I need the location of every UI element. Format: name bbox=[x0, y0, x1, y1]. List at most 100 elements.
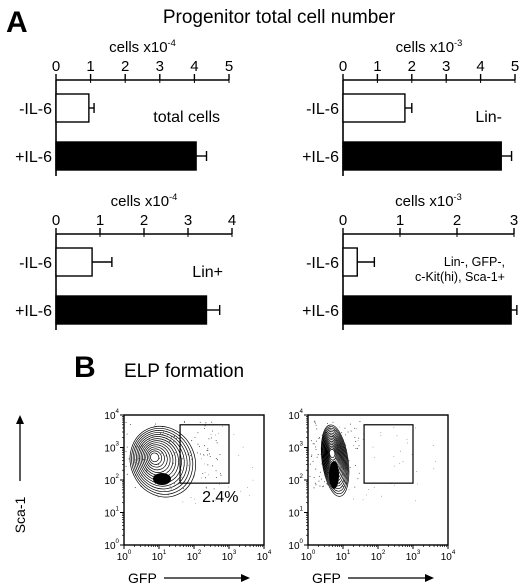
y-tick-label-exponent: 4 bbox=[300, 408, 304, 415]
x-tick-label: 4 bbox=[228, 212, 236, 229]
x-axis-arrowhead bbox=[425, 574, 434, 582]
x-axis-label: GFP bbox=[128, 570, 157, 586]
y-tick-label: 103 bbox=[288, 441, 303, 455]
y-tick-label-exponent: 4 bbox=[116, 408, 120, 415]
bar-annotation: Lin+ bbox=[192, 264, 223, 281]
x-axis-label: cells x10-3 bbox=[395, 192, 462, 210]
x-tick-label-exponent: 3 bbox=[233, 549, 237, 556]
y-axis-arrowhead bbox=[16, 415, 24, 424]
x-tick-label: 2 bbox=[408, 58, 416, 75]
y-tick-label-base: 10 bbox=[288, 411, 300, 422]
bar-minus-il6 bbox=[342, 93, 406, 123]
x-tick-label-exponent: 3 bbox=[417, 549, 421, 556]
x-tick-label: 0 bbox=[52, 212, 60, 229]
x-axis-label-exponent: -3 bbox=[454, 38, 462, 48]
x-axis-label-base: cells x10 bbox=[111, 193, 169, 210]
y-tick-label: 102 bbox=[288, 473, 303, 487]
x-tick-label-exponent: 0 bbox=[312, 549, 316, 556]
x-axis-label: cells x10-4 bbox=[111, 192, 178, 210]
y-tick-label-exponent: 3 bbox=[116, 441, 120, 448]
bar-annotation-line: c-Kit(hi), Sca-1+ bbox=[415, 270, 505, 284]
x-tick-label: 102 bbox=[371, 549, 386, 563]
y-tick-label-exponent: 1 bbox=[300, 506, 304, 513]
bar-minus-il6 bbox=[55, 93, 90, 123]
category-label: +IL-6 bbox=[302, 149, 339, 166]
x-tick-label: 5 bbox=[511, 58, 519, 75]
dense-core bbox=[153, 473, 171, 485]
x-tick-label: 3 bbox=[442, 58, 450, 75]
bar-annotation-line: Lin-, GFP-, bbox=[444, 255, 505, 269]
y-tick-label-exponent: 2 bbox=[116, 473, 120, 480]
x-tick-label: 0 bbox=[339, 58, 347, 75]
x-tick-label-base: 10 bbox=[117, 552, 129, 563]
bar-plus-il6 bbox=[342, 295, 512, 325]
y-tick-label-exponent: 2 bbox=[300, 473, 304, 480]
x-tick-label: 1 bbox=[96, 212, 104, 229]
category-label: +IL-6 bbox=[15, 149, 52, 166]
x-tick-label: 100 bbox=[301, 549, 316, 563]
bar-chart-lsk: 0 1 2 3 cells x10-3 -IL-6 +IL-6 Lin-, GFP-,c-Ki… bbox=[302, 192, 518, 330]
density-contours bbox=[320, 424, 350, 497]
x-tick-label: 103 bbox=[222, 549, 237, 563]
gate-box bbox=[363, 424, 414, 484]
x-tick-label: 1 bbox=[86, 58, 94, 75]
category-label: -IL-6 bbox=[19, 101, 52, 118]
x-tick-label-exponent: 2 bbox=[198, 549, 202, 556]
x-axis-label: cells x10-4 bbox=[109, 38, 176, 56]
x-tick-label: 3 bbox=[184, 212, 192, 229]
event-dots bbox=[309, 420, 436, 502]
x-axis-label-exponent: -4 bbox=[168, 38, 176, 48]
x-tick-label-base: 10 bbox=[301, 552, 313, 563]
x-tick-label: 0 bbox=[339, 212, 347, 229]
bar-minus-il6 bbox=[342, 247, 358, 277]
x-tick-label: 2 bbox=[140, 212, 148, 229]
category-label: +IL-6 bbox=[15, 303, 52, 320]
x-tick-label-exponent: 4 bbox=[268, 549, 272, 556]
x-tick-label: 2 bbox=[453, 212, 461, 229]
x-tick-label-base: 10 bbox=[222, 552, 234, 563]
x-tick-label: 3 bbox=[510, 212, 518, 229]
y-tick-label: 101 bbox=[288, 506, 303, 520]
x-tick-label-exponent: 0 bbox=[128, 549, 132, 556]
y-tick-label-exponent: 3 bbox=[300, 441, 304, 448]
x-axis-label-base: cells x10 bbox=[396, 39, 454, 56]
bar-plus-il6 bbox=[55, 141, 197, 171]
bar-plus-il6 bbox=[55, 295, 208, 325]
x-tick-label-base: 10 bbox=[371, 552, 383, 563]
density-contours bbox=[129, 426, 196, 498]
gate-percentage: 2.4% bbox=[202, 489, 238, 506]
y-tick-label-base: 10 bbox=[104, 444, 116, 455]
x-tick-label: 104 bbox=[257, 549, 272, 563]
y-tick-label-exponent: 0 bbox=[116, 538, 120, 545]
x-tick-label: 101 bbox=[336, 549, 351, 563]
x-axis-label: cells x10-3 bbox=[396, 38, 463, 56]
panel-b-title: ELP formation bbox=[124, 361, 244, 382]
y-tick-label-exponent: 1 bbox=[116, 506, 120, 513]
x-axis-label-base: cells x10 bbox=[109, 39, 167, 56]
x-tick-label: 5 bbox=[225, 58, 233, 75]
x-tick-label: 0 bbox=[52, 58, 60, 75]
x-tick-label: 104 bbox=[441, 549, 456, 563]
y-tick-label: 100 bbox=[288, 538, 303, 552]
bar-plus-il6 bbox=[342, 141, 502, 171]
bar-annotation: total cells bbox=[153, 109, 220, 126]
y-tick-label: 101 bbox=[104, 506, 119, 520]
x-tick-label: 2 bbox=[121, 58, 129, 75]
x-tick-label: 102 bbox=[187, 549, 202, 563]
x-tick-label: 4 bbox=[476, 58, 484, 75]
y-tick-label: 103 bbox=[104, 441, 119, 455]
category-label: -IL-6 bbox=[306, 255, 339, 272]
y-tick-label-base: 10 bbox=[104, 541, 116, 552]
y-tick-label-base: 10 bbox=[104, 476, 116, 487]
y-tick-label-base: 10 bbox=[104, 411, 116, 422]
x-tick-label-base: 10 bbox=[406, 552, 418, 563]
x-tick-label: 3 bbox=[156, 58, 164, 75]
y-tick-label-base: 10 bbox=[288, 509, 300, 520]
y-tick-label-base: 10 bbox=[288, 444, 300, 455]
x-axis-label-base: cells x10 bbox=[395, 193, 453, 210]
x-axis-label-exponent: -4 bbox=[169, 192, 177, 202]
y-tick-label-base: 10 bbox=[288, 541, 300, 552]
x-tick-label: 101 bbox=[152, 549, 167, 563]
